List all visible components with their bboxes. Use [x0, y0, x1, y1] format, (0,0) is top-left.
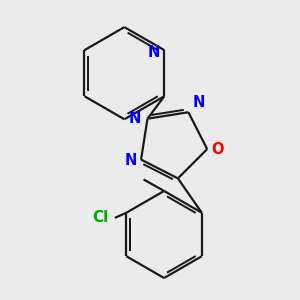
Text: Cl: Cl — [92, 210, 109, 225]
Text: N: N — [128, 111, 141, 126]
Text: N: N — [148, 45, 160, 60]
Text: N: N — [125, 153, 137, 168]
Text: O: O — [212, 142, 224, 157]
Text: N: N — [192, 95, 205, 110]
